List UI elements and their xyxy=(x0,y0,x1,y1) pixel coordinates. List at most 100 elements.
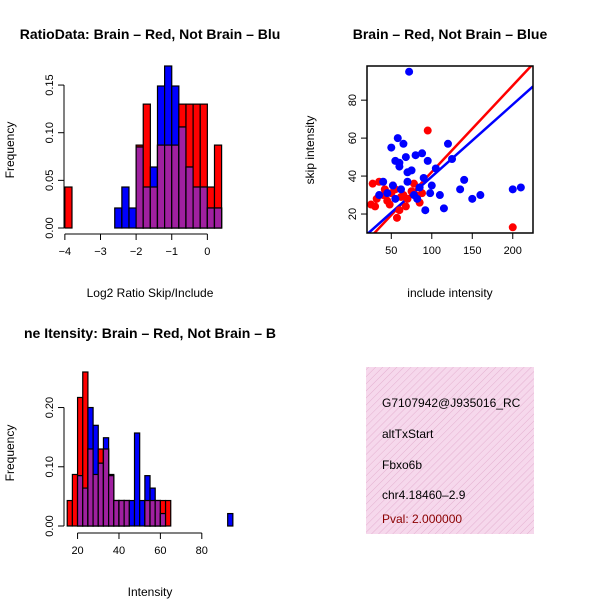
hist3-not-brain-bar-13 xyxy=(133,432,141,527)
hist1-overlap-bar-19 xyxy=(199,186,208,229)
not-brain-point-23 xyxy=(427,181,436,190)
hist3-not-brain-bar-12 xyxy=(128,499,136,527)
scatter-ylabel: skip intensity xyxy=(303,116,317,185)
info-pval: Pval: 2.000000 xyxy=(382,512,462,526)
hist3-overlap-bar-10 xyxy=(118,499,125,527)
scatter-xlabel: include intensity xyxy=(407,286,492,300)
hist1-x-tick-label-3: −1 xyxy=(165,246,178,258)
not-brain-point-30 xyxy=(460,175,469,184)
hist1-x-tick-label-0: −4 xyxy=(59,246,72,258)
hist1-overlap-bar-21 xyxy=(213,207,223,229)
not-brain-point-24 xyxy=(431,164,440,173)
hist1-y-tick-label-0: 0.00 xyxy=(44,217,56,238)
hist3-brain-bar-0 xyxy=(66,499,73,527)
scatter-y-tick-label-1: 40 xyxy=(347,170,359,182)
hist3-not-brain-bar-14 xyxy=(139,499,146,527)
not-brain-point-29 xyxy=(456,185,465,194)
intensity-histogram-axes: 20 40 60 80 0.00 0.10 0.20 xyxy=(44,397,208,557)
info-panel: G7107942@J935016_RC altTxStart Fbxo6b ch… xyxy=(366,367,534,534)
not-brain-point-6 xyxy=(393,134,402,143)
hist1-overlap-bar-10 xyxy=(135,146,144,229)
hist3-overlap-bar-6 xyxy=(97,462,105,527)
hist1-x-tick-label-1: −3 xyxy=(94,246,107,258)
hist1-not-brain-bar-7 xyxy=(114,207,123,229)
not-brain-point-21 xyxy=(423,156,432,165)
hist3-overlap-bar-3 xyxy=(82,487,89,527)
brain-point-8 xyxy=(385,200,394,209)
hist3-brain-bar-19 xyxy=(164,499,172,527)
hist1-y-tick-label-2: 0.10 xyxy=(44,122,56,143)
hist1-overlap-bar-12 xyxy=(149,186,159,229)
hist1-y-tick-label-1: 0.05 xyxy=(44,170,56,191)
hist3-overlap-bar-15 xyxy=(144,499,151,527)
ratio-histogram-ylabel: Frequency xyxy=(3,122,17,179)
intensity-histogram-xlabel: Intensity xyxy=(128,585,173,599)
not-brain-point-18 xyxy=(418,149,427,158)
hist1-not-brain-bar-9 xyxy=(128,207,137,229)
hist1-brain-bar-0 xyxy=(64,186,73,229)
brain-point-16 xyxy=(401,202,410,211)
scatter-frame xyxy=(366,65,534,234)
scatter-y-tick-label-3: 80 xyxy=(347,94,359,106)
hist3-x-tick-label-1: 40 xyxy=(113,545,125,557)
scatter-x-tick-label-3: 200 xyxy=(504,245,522,257)
info-gene-name: Fbxo6b xyxy=(382,458,422,472)
not-brain-point-15 xyxy=(411,151,420,160)
hist3-overlap-bar-17 xyxy=(154,499,161,527)
ratio-histogram-xlabel: Log2 Ratio Skip/Include xyxy=(87,286,214,300)
scatter-x-tick-label-1: 100 xyxy=(423,245,441,257)
not-brain-point-2 xyxy=(383,189,392,198)
not-brain-point-27 xyxy=(443,139,452,148)
ratio-histogram-axes: −4 −3 −2 −1 0 0.00 0.05 0.10 0.15 xyxy=(44,74,210,258)
not-brain-point-8 xyxy=(397,185,406,194)
brain-point-24 xyxy=(508,223,517,232)
scatter-x-tick-label-2: 150 xyxy=(463,245,481,257)
ratio-histogram-panel: RatioData: Brain – Red, Not Brain – Blu … xyxy=(3,26,280,300)
hist1-overlap-bar-17 xyxy=(185,166,194,229)
hist3-overlap-bar-2 xyxy=(76,475,84,527)
scatter-axes: 50 100 150 200 20 40 60 80 xyxy=(347,94,522,257)
hist1-overlap-bar-16 xyxy=(178,126,187,229)
brain-point-1 xyxy=(368,179,377,188)
hist3-y-tick-label-2: 0.20 xyxy=(44,397,56,418)
not-brain-point-3 xyxy=(387,143,396,152)
brain-point-17 xyxy=(403,194,412,203)
hist1-overlap-bar-20 xyxy=(206,207,216,229)
not-brain-point-25 xyxy=(435,191,444,200)
hist3-overlap-bar-11 xyxy=(123,499,130,527)
intensity-histogram-panel: ne Itensity: Brain – Red, Not Brain – B … xyxy=(3,325,276,599)
scatter-title: Brain – Red, Not Brain – Blue xyxy=(353,26,548,42)
hist1-overlap-bar-11 xyxy=(142,186,151,229)
not-brain-point-31 xyxy=(468,194,477,203)
hist1-overlap-bar-14 xyxy=(164,144,173,229)
brain-point-2 xyxy=(371,202,380,211)
hist3-y-tick-label-1: 0.10 xyxy=(44,456,56,477)
hist3-x-tick-label-3: 80 xyxy=(196,545,208,557)
hist3-overlap-bar-7 xyxy=(102,448,110,527)
not-brain-point-20 xyxy=(421,206,430,215)
brain-point-23 xyxy=(423,126,432,135)
not-brain-point-35 xyxy=(403,168,412,177)
hist3-brain-bar-1 xyxy=(71,473,79,527)
not-brain-point-12 xyxy=(405,67,414,76)
hist1-not-brain-bar-8 xyxy=(121,186,130,229)
not-brain-point-0 xyxy=(375,191,384,200)
scatter-y-tick-label-2: 60 xyxy=(347,132,359,144)
not-brain-point-22 xyxy=(426,189,435,198)
not-brain-point-19 xyxy=(419,173,428,182)
intensity-scatter-panel: Brain – Red, Not Brain – Blue include in… xyxy=(303,26,547,300)
hist3-overlap-bar-16 xyxy=(149,499,156,527)
brain-fit-line xyxy=(372,66,533,233)
intensity-histogram-bars xyxy=(66,371,234,527)
info-panel-background xyxy=(366,367,534,534)
not-brain-point-10 xyxy=(401,153,410,162)
info-event-type: altTxStart xyxy=(382,427,434,441)
not-brain-point-11 xyxy=(403,177,412,186)
not-brain-point-17 xyxy=(415,183,424,192)
info-event-id: G7107942@J935016_RC xyxy=(382,396,521,410)
hist3-y-tick-label-0: 0.00 xyxy=(44,515,56,536)
intensity-histogram-ylabel: Frequency xyxy=(3,425,17,482)
hist3-overlap-bar-9 xyxy=(113,499,120,527)
hist1-y-tick-label-3: 0.15 xyxy=(44,74,56,95)
hist3-overlap-bar-5 xyxy=(92,473,99,527)
